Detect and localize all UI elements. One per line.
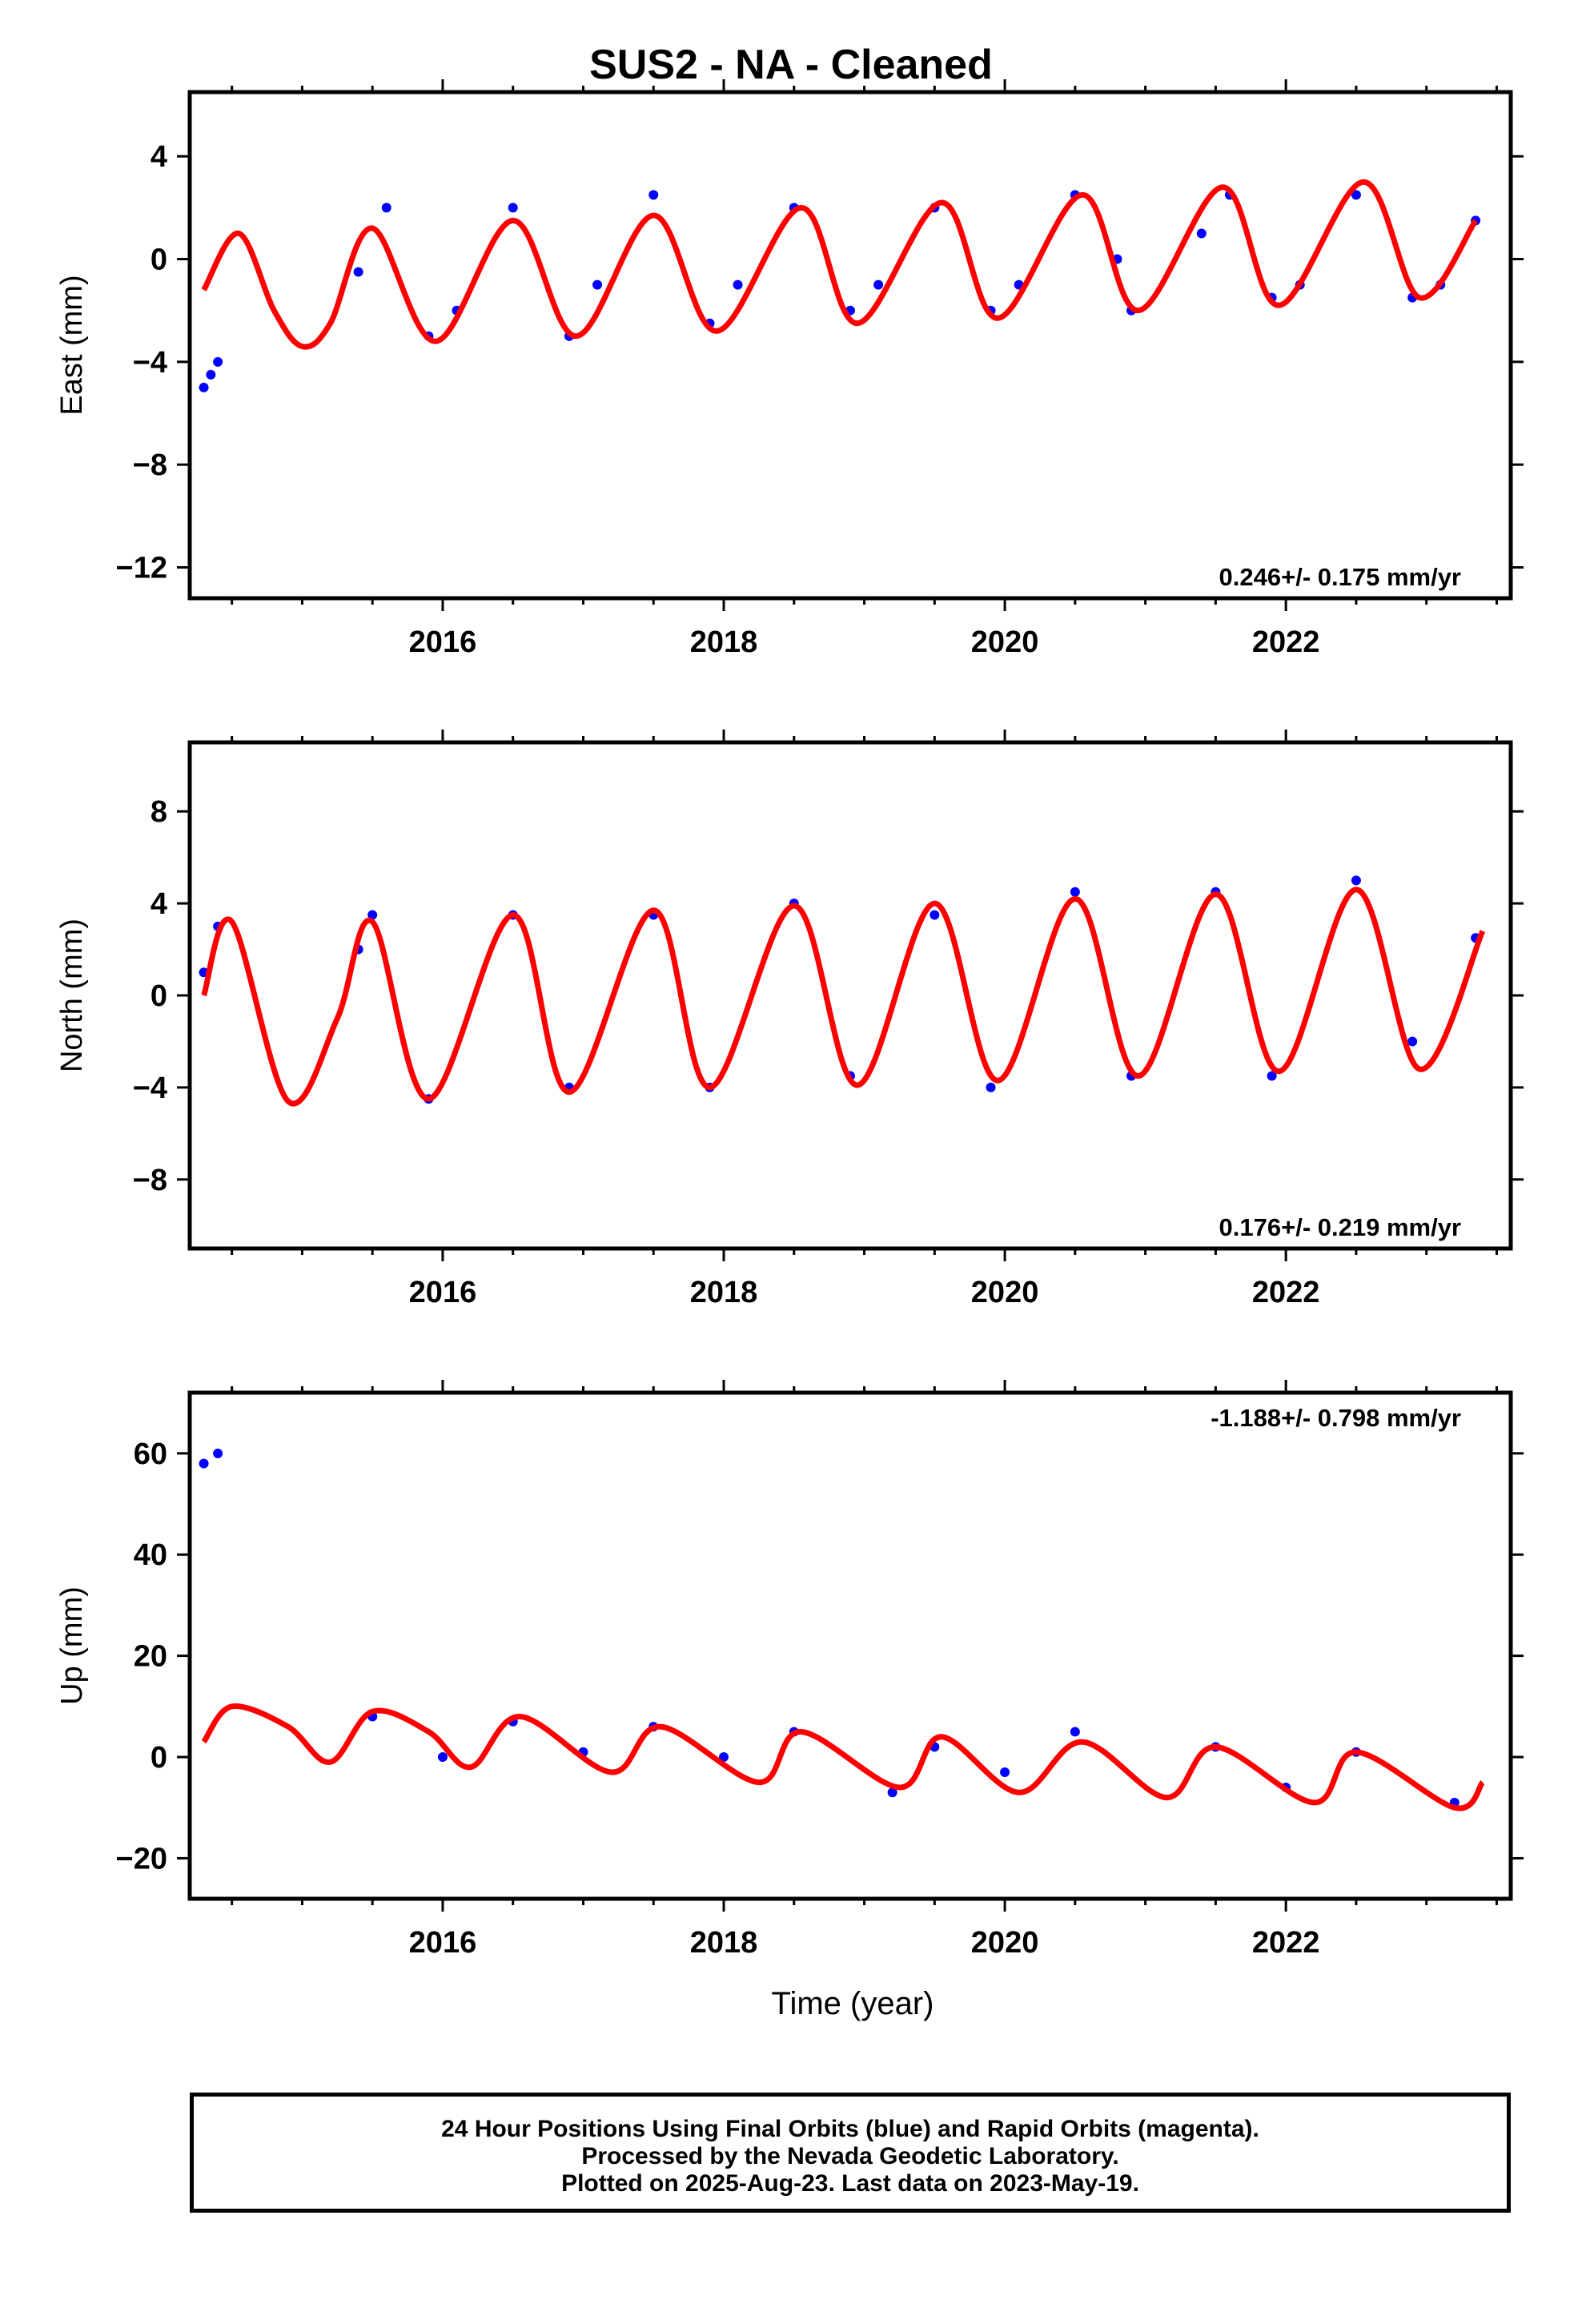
data-point [367, 910, 378, 920]
data-point [887, 1787, 897, 1798]
x-tick-label: 2018 [690, 1276, 758, 1309]
y-tick-label: −4 [133, 1072, 167, 1105]
y-tick-label: 8 [151, 795, 167, 829]
data-point [592, 279, 603, 290]
model-curve [201, 887, 1486, 1107]
x-tick-label: 2020 [971, 625, 1039, 659]
y-tick-label: −8 [133, 448, 167, 482]
footer-box: 24 Hour Positions Using Final Orbits (bl… [190, 2093, 1511, 2213]
panel-1: 2016 2018 2020 2022 8 4 0 −4 −8 North (mm) 0.176+/… [55, 730, 1524, 1309]
data-point [1070, 1727, 1080, 1737]
data-point [1407, 1036, 1418, 1047]
y-tick-label: 0 [151, 1741, 167, 1775]
panel-2: 2016 2018 2020 2022 60 40 20 0 −20 Up (mm) -1.188+… [55, 1380, 1524, 1960]
data-point [733, 279, 743, 290]
data-point [873, 279, 884, 290]
data-point [199, 382, 209, 392]
model-curve [201, 179, 1479, 350]
y-tick-label: −12 [116, 552, 167, 585]
x-tick-label: 2020 [971, 1276, 1039, 1309]
plot-frame [187, 1390, 1513, 1901]
data-point [508, 203, 518, 213]
x-tick-label: 2022 [1252, 1926, 1320, 1960]
data-point [1070, 887, 1080, 897]
y-tick-label: 4 [151, 887, 167, 921]
x-tick-label: 2018 [690, 625, 758, 659]
data-point [648, 190, 659, 200]
y-tick-label: −8 [133, 1164, 167, 1197]
x-tick-label: 2022 [1252, 1276, 1320, 1309]
footer-line: Processed by the Nevada Geodetic Laborat… [581, 2143, 1119, 2169]
x-tick-label: 2016 [409, 1276, 477, 1309]
rate-annotation: 0.176+/- 0.219 mm/yr [1219, 1213, 1461, 1241]
footer-line: 24 Hour Positions Using Final Orbits (bl… [441, 2116, 1259, 2142]
y-tick-label: 60 [134, 1437, 167, 1471]
x-tick-label: 2020 [971, 1926, 1039, 1960]
data-point [213, 356, 223, 367]
footer-line: Plotted on 2025-Aug-23. Last data on 202… [561, 2170, 1139, 2197]
y-tick-label: 0 [151, 243, 167, 277]
data-point [1351, 190, 1361, 200]
figure-title: SUS2 - NA - Cleaned [589, 42, 993, 88]
x-tick-label: 2022 [1252, 625, 1320, 659]
y-axis-label: Up (mm) [55, 1586, 89, 1705]
data-point [199, 1458, 209, 1469]
y-tick-label: −20 [116, 1842, 167, 1876]
x-tick-label: 2016 [409, 625, 477, 659]
data-point [437, 1752, 448, 1763]
data-point [1267, 1071, 1277, 1081]
data-point [213, 1448, 223, 1458]
rate-annotation: -1.188+/- 0.798 mm/yr [1211, 1404, 1461, 1432]
x-axis-label: Time (year) [772, 1986, 934, 2021]
y-tick-label: 40 [134, 1538, 167, 1572]
plot-frame [187, 90, 1513, 601]
y-tick-label: 20 [134, 1640, 167, 1674]
data-point [1351, 875, 1361, 886]
data-point [353, 267, 363, 277]
y-tick-label: 0 [151, 979, 167, 1013]
rate-annotation: 0.246+/- 0.175 mm/yr [1219, 563, 1461, 591]
model-curve [201, 1703, 1485, 1811]
data-point [1000, 1767, 1010, 1777]
panel-0: 2016 2018 2020 2022 4 0 −4 −8 −12 East (mm) 0.246+… [55, 79, 1524, 659]
y-axis-label: North (mm) [55, 919, 89, 1072]
y-tick-label: 4 [151, 140, 167, 174]
x-tick-label: 2018 [690, 1926, 758, 1960]
data-point [206, 369, 216, 380]
data-point [1196, 228, 1207, 239]
data-point [381, 203, 391, 213]
x-tick-label: 2016 [409, 1926, 477, 1960]
data-point [930, 910, 940, 920]
y-axis-label: East (mm) [55, 275, 89, 415]
data-point [719, 1752, 729, 1763]
y-tick-label: −4 [133, 346, 167, 380]
data-point [986, 1082, 996, 1092]
